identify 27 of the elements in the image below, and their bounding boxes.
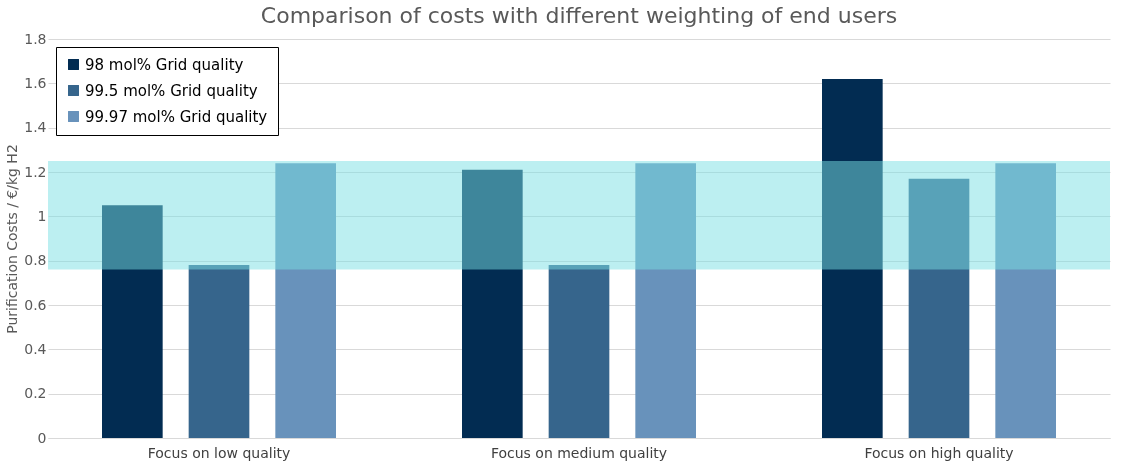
y-tick-label: 0 bbox=[37, 429, 47, 446]
bar bbox=[635, 163, 696, 438]
bar bbox=[908, 178, 970, 438]
legend-label: 99.5 mol% Grid quality bbox=[85, 81, 258, 100]
y-tick-label: 1.4 bbox=[24, 119, 47, 136]
bar bbox=[102, 205, 163, 438]
x-tick-label: Focus on medium quality bbox=[490, 444, 668, 461]
y-tick-label: 1.2 bbox=[24, 163, 47, 180]
chart-title: Comparison of costs with different weighting of end users bbox=[260, 3, 898, 28]
bar bbox=[462, 169, 523, 438]
y-tick-label: 1 bbox=[37, 207, 47, 224]
x-tick-label: Focus on high quality bbox=[864, 444, 1014, 461]
y-tick-label: 1.8 bbox=[24, 30, 47, 47]
y-tick-label: 1.6 bbox=[24, 74, 47, 91]
x-tick-label: Focus on low quality bbox=[147, 444, 291, 461]
y-tick-label: 0.4 bbox=[24, 340, 47, 357]
y-axis-title: Purification Costs / €/kg H2 bbox=[4, 144, 21, 334]
legend-label: 98 mol% Grid quality bbox=[85, 55, 244, 74]
y-tick-label: 0.8 bbox=[24, 252, 47, 269]
bar bbox=[275, 163, 336, 438]
bar bbox=[822, 78, 883, 438]
bar bbox=[548, 265, 610, 438]
bar bbox=[188, 265, 250, 438]
y-tick-label: 0.6 bbox=[24, 296, 47, 313]
legend-label: 99.97 mol% Grid quality bbox=[85, 107, 268, 126]
bar bbox=[995, 163, 1056, 438]
y-tick-label: 0.2 bbox=[24, 385, 47, 402]
